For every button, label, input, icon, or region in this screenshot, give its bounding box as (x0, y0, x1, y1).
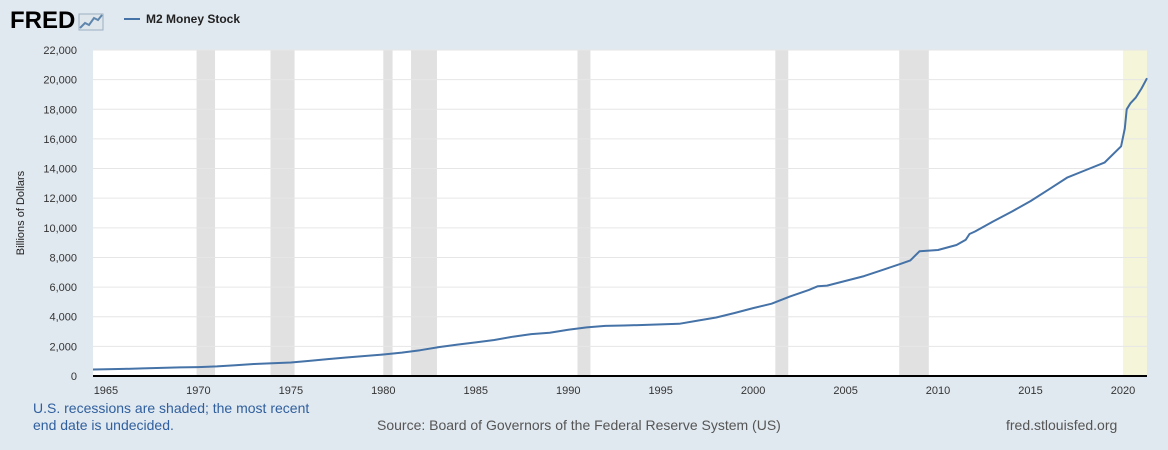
y-tick-label: 14,000 (43, 164, 77, 176)
y-tick-label: 10,000 (43, 223, 77, 235)
x-tick-label: 1980 (371, 385, 395, 397)
x-tick-label: 1990 (556, 385, 580, 397)
x-tick-label: 1995 (648, 385, 672, 397)
recession-band-5 (775, 50, 789, 376)
y-tick-label: 6,000 (49, 282, 77, 294)
logo-text: FRED (10, 7, 76, 34)
y-tick-label: 0 (71, 371, 77, 383)
line-chart: 0 2,000 4,000 6,000 8,000 10,000 12,000 14,000 1… (15, 45, 1148, 397)
recession-band-0 (196, 50, 216, 376)
x-tick-label: 2020 (1111, 385, 1135, 397)
x-tick-label: 1975 (279, 385, 303, 397)
source-credit: Source: Board of Governors of the Federa… (377, 417, 781, 433)
x-tick-label: 2010 (926, 385, 950, 397)
recession-band-3 (411, 50, 437, 376)
y-tick-label: 18,000 (43, 104, 77, 116)
x-tick-label: 2015 (1018, 385, 1042, 397)
recession-band-1 (270, 50, 295, 376)
y-tick-label: 8,000 (49, 252, 77, 264)
y-tick-label: 4,000 (49, 312, 77, 324)
y-tick-label: 22,000 (43, 45, 77, 57)
site-link[interactable]: fred.stlouisfed.org (1006, 417, 1118, 433)
y-tick-label: 12,000 (43, 193, 77, 205)
recession-band-6 (899, 50, 929, 376)
series-line-0 (92, 77, 1148, 371)
legend-swatch (124, 18, 140, 20)
x-tick-label: 1970 (186, 385, 210, 397)
recession-band-4 (577, 50, 591, 376)
x-tick-label: 2005 (833, 385, 857, 397)
chart-line-icon (78, 13, 104, 31)
y-axis-title: Billions of Dollars (15, 170, 27, 255)
legend-label: M2 Money Stock (146, 12, 241, 26)
x-tick-label: 1965 (94, 385, 118, 397)
x-tick-label: 2000 (741, 385, 765, 397)
recession-note: U.S. recessions are shaded; the most rec… (33, 400, 310, 433)
chart-legend: M2 Money Stock (124, 12, 240, 26)
fred-logo[interactable]: FRED (10, 7, 104, 35)
y-tick-label: 2,000 (49, 341, 77, 353)
y-tick-label: 20,000 (43, 75, 77, 87)
recession-band-2 (383, 50, 393, 376)
y-tick-label: 16,000 (43, 134, 77, 146)
x-tick-label: 1985 (464, 385, 488, 397)
plot-area (93, 50, 1147, 376)
undecided-recession-band (1122, 50, 1147, 376)
